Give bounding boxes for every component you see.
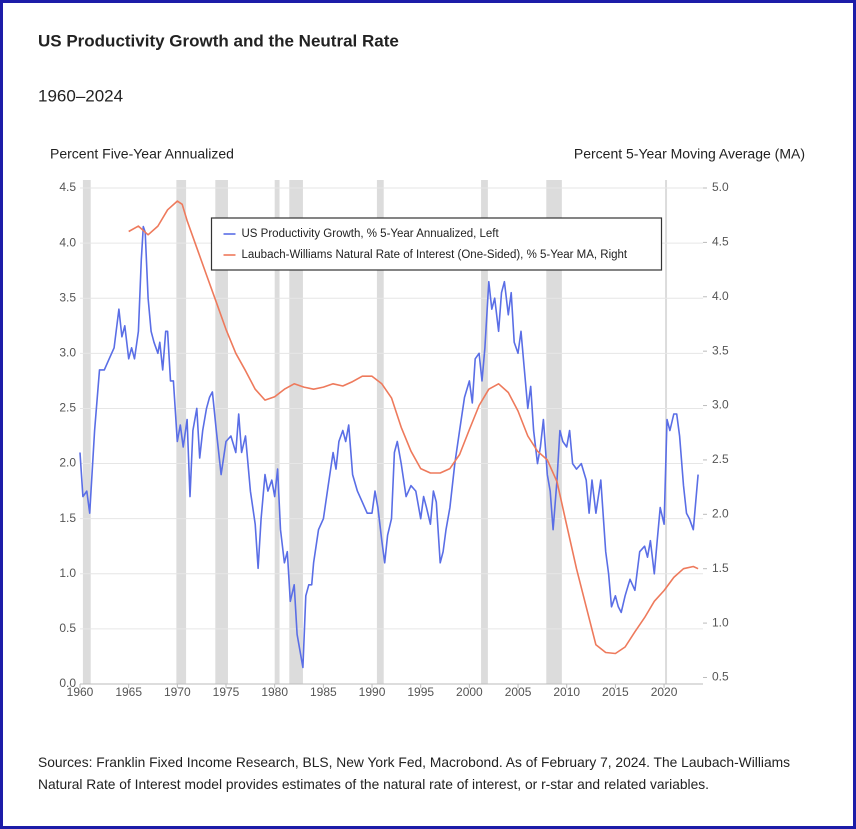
y2-tick-label: 3.0 <box>712 398 729 412</box>
y2-tick-label: 5.0 <box>712 180 729 194</box>
x-tick-label: 1965 <box>115 685 142 699</box>
y-tick-label: 2.5 <box>59 401 76 415</box>
y-tick-label: 0.5 <box>59 621 76 635</box>
x-tick-label: 1970 <box>164 685 191 699</box>
shaded-period <box>274 180 280 684</box>
chart-title: US Productivity Growth and the Neutral R… <box>38 31 399 50</box>
series-line <box>79 225 699 669</box>
y-tick-label: 2.0 <box>59 456 76 470</box>
y-axis-label: Percent Five-Year Annualized <box>50 146 234 162</box>
series-line <box>128 200 699 655</box>
x-tick-label: 2020 <box>651 685 678 699</box>
y2-tick-label: 0.5 <box>712 670 729 684</box>
x-tick-label: 1960 <box>67 685 94 699</box>
y2-tick-label: 4.0 <box>712 289 729 303</box>
shaded-period <box>481 180 488 684</box>
legend-box <box>210 217 663 271</box>
x-tick-label: 2015 <box>602 685 629 699</box>
legend-label: Laubach-Williams Natural Rate of Interes… <box>242 249 628 261</box>
y2-tick-label: 1.0 <box>712 615 729 629</box>
x-tick-label: 2010 <box>553 685 580 699</box>
y2-tick-label: 3.5 <box>712 343 729 357</box>
y-tick-label: 3.5 <box>59 290 76 304</box>
y-tick-label: 1.5 <box>59 511 76 525</box>
y2-tick-label: 4.5 <box>712 235 729 249</box>
chart-subtitle: 1960–2024 <box>38 86 123 105</box>
y-tick-label: 4.0 <box>59 235 76 249</box>
y2-tick-label: 2.0 <box>712 506 729 520</box>
legend-label: US Productivity Growth, % 5-Year Annuali… <box>242 228 500 240</box>
x-tick-label: 2000 <box>456 685 483 699</box>
x-tick-label: 1980 <box>261 685 288 699</box>
y2-tick-label: 2.5 <box>712 452 729 466</box>
y-tick-label: 4.5 <box>59 180 76 194</box>
shaded-period <box>376 180 384 684</box>
y2-axis-label: Percent 5-Year Moving Average (MA) <box>574 146 805 162</box>
source-note: Sources: Franklin Fixed Income Research,… <box>38 755 791 792</box>
x-tick-label: 1985 <box>310 685 337 699</box>
y-tick-label: 1.0 <box>59 566 76 580</box>
shaded-period <box>546 180 562 684</box>
shaded-period <box>82 180 91 684</box>
y-tick-label: 0.0 <box>59 676 76 690</box>
y2-tick-label: 1.5 <box>712 561 729 575</box>
shaded-period <box>289 180 303 684</box>
x-tick-label: 1975 <box>213 685 240 699</box>
y-tick-label: 3.0 <box>59 346 76 360</box>
x-tick-label: 2005 <box>505 685 532 699</box>
x-tick-label: 1990 <box>359 685 386 699</box>
x-tick-label: 1995 <box>407 685 434 699</box>
